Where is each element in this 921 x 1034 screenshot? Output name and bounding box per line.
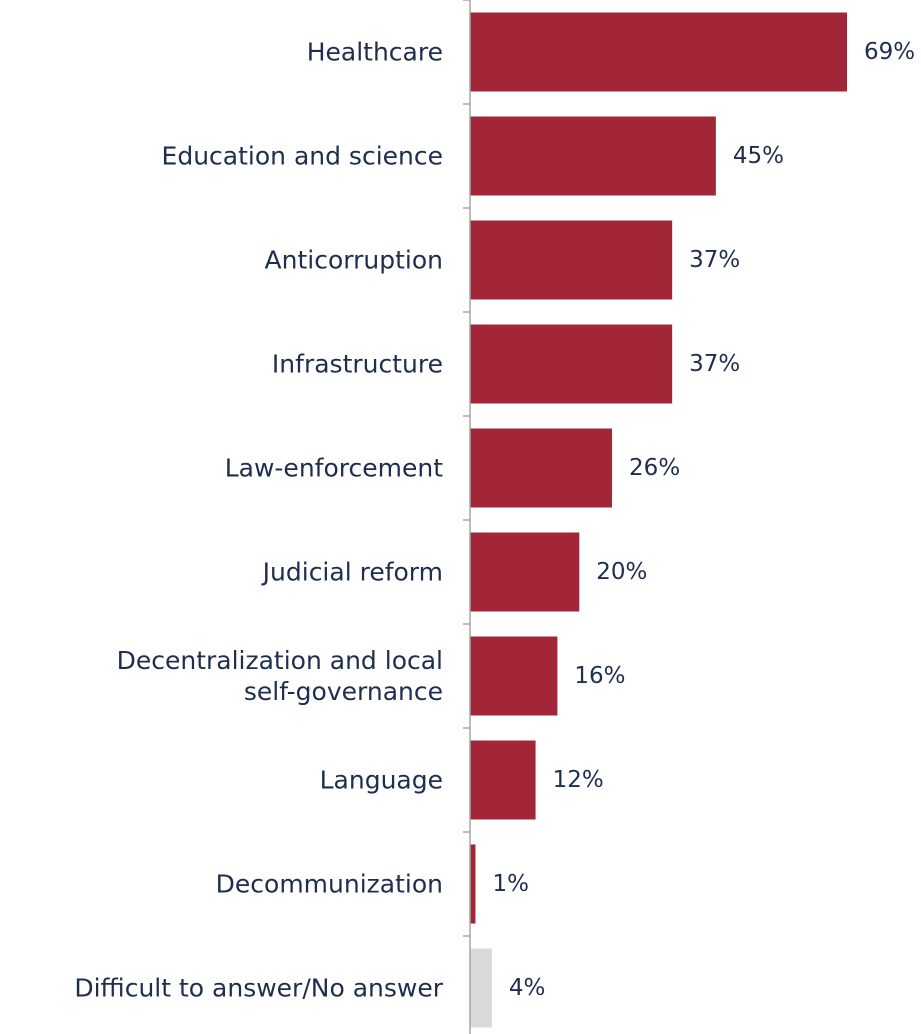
category-label: Anticorruption — [265, 246, 443, 275]
value-labels-group: 69% 45% 37% 37% 26% 20% 16% 12% 1% 4% — [492, 39, 915, 1001]
category-label: Education and science — [162, 142, 443, 171]
bar — [470, 12, 847, 92]
category-labels-group: Healthcare Education and science Anticorru… — [74, 38, 443, 1003]
category-label: Decentralization and local self-governanc… — [117, 646, 443, 706]
bar — [470, 428, 613, 508]
bar — [470, 636, 558, 716]
bar — [470, 948, 492, 1028]
value-label: 16% — [574, 663, 625, 689]
value-label: 1% — [492, 871, 528, 897]
value-label: 45% — [733, 143, 784, 169]
category-label: Law-enforcement — [225, 454, 443, 483]
bar — [470, 324, 673, 404]
value-label: 26% — [629, 455, 680, 481]
value-label: 12% — [553, 767, 604, 793]
category-label: Infrastructure — [272, 350, 443, 379]
bar — [470, 220, 673, 300]
value-label: 37% — [689, 351, 740, 377]
category-label: Difficult to answer/No answer — [74, 974, 443, 1003]
bar — [470, 844, 476, 924]
bars-group — [470, 12, 847, 1028]
category-label: Judicial reform — [261, 558, 443, 587]
value-label: 4% — [509, 975, 546, 1001]
value-label: 69% — [864, 39, 915, 65]
category-label: Language — [320, 766, 443, 795]
bar — [470, 532, 580, 612]
bar — [470, 740, 536, 820]
value-label: 37% — [689, 247, 740, 273]
category-label: Decommunization — [216, 870, 443, 899]
category-label: Healthcare — [307, 38, 443, 67]
category-axis — [463, 0, 471, 1034]
bar — [470, 116, 716, 196]
value-label: 20% — [596, 559, 647, 585]
